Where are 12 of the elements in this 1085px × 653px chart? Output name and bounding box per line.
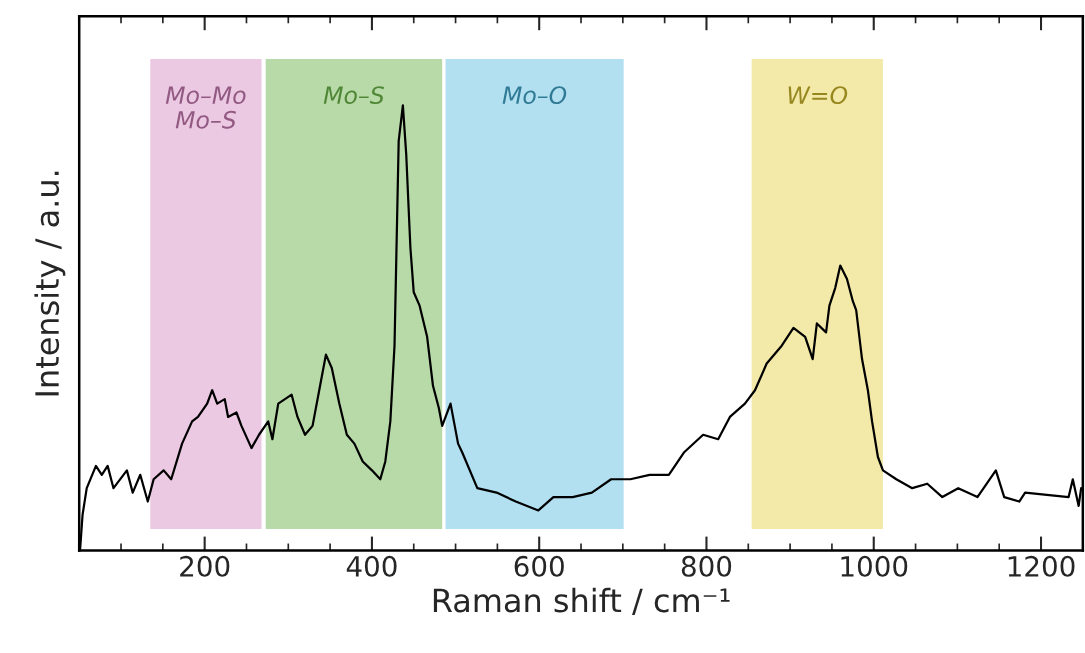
- y-axis-title: Intensity / a.u.: [34, 171, 66, 396]
- x-tick-label: 1200: [1008, 555, 1075, 577]
- x-tick-label: 400: [346, 555, 397, 577]
- band-label: Mo–Mo Mo–S: [165, 86, 246, 129]
- band-label: Mo–O: [502, 86, 567, 105]
- band-label: W=O: [788, 86, 848, 105]
- x-tick-label: 800: [681, 555, 732, 577]
- x-tick-label: 1000: [841, 555, 908, 577]
- x-tick-label: 600: [514, 555, 564, 577]
- band-label: Mo–S: [323, 86, 384, 105]
- x-axis-title: Raman shift / cm⁻¹: [433, 587, 730, 616]
- x-tick-label: 200: [180, 555, 230, 577]
